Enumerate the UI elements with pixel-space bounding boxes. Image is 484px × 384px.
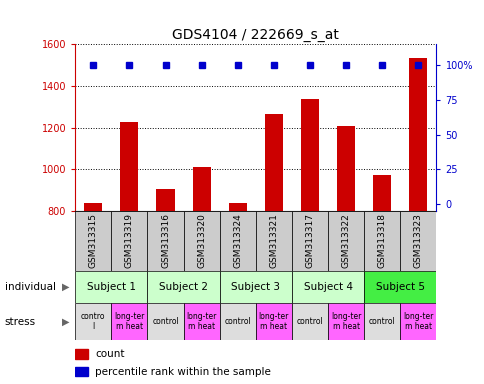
Text: percentile rank within the sample: percentile rank within the sample: [95, 366, 271, 377]
Bar: [75, 367, 88, 376]
Bar: [327, 303, 363, 340]
Bar: [327, 211, 363, 271]
Text: Subject 1: Subject 1: [87, 282, 136, 292]
Bar: [75, 271, 147, 303]
Text: control: control: [296, 317, 323, 326]
Text: Subject 3: Subject 3: [231, 282, 280, 292]
Bar: [256, 211, 291, 271]
Bar: [363, 303, 399, 340]
Bar: [219, 303, 256, 340]
Bar: [111, 211, 147, 271]
Text: GSM313319: GSM313319: [124, 213, 134, 268]
Bar: [408, 58, 426, 211]
Text: Subject 5: Subject 5: [375, 282, 424, 292]
Bar: [264, 114, 282, 211]
Text: GSM313316: GSM313316: [161, 213, 170, 268]
Bar: [147, 271, 219, 303]
Bar: [291, 271, 363, 303]
Text: GSM313322: GSM313322: [341, 213, 350, 268]
Text: long-ter
m heat: long-ter m heat: [186, 312, 216, 331]
Text: ▶: ▶: [61, 282, 69, 292]
Bar: [192, 167, 210, 211]
Bar: [75, 303, 111, 340]
Text: contro
l: contro l: [81, 312, 106, 331]
Bar: [183, 211, 219, 271]
Bar: [84, 203, 102, 211]
Text: control: control: [368, 317, 395, 326]
Bar: [219, 271, 291, 303]
Text: control: control: [152, 317, 179, 326]
Bar: [291, 303, 327, 340]
Text: stress: stress: [5, 316, 36, 327]
Bar: [399, 211, 436, 271]
Bar: [228, 203, 246, 211]
Bar: [373, 175, 391, 211]
Bar: [183, 303, 219, 340]
Text: Subject 4: Subject 4: [303, 282, 352, 292]
Text: Subject 2: Subject 2: [159, 282, 208, 292]
Text: control: control: [224, 317, 251, 326]
Text: long-ter
m heat: long-ter m heat: [402, 312, 433, 331]
Text: GSM313320: GSM313320: [197, 213, 206, 268]
Bar: [256, 303, 291, 340]
Bar: [147, 211, 183, 271]
Bar: [111, 303, 147, 340]
Text: count: count: [95, 349, 124, 359]
Text: GSM313317: GSM313317: [305, 213, 314, 268]
Text: GSM313318: GSM313318: [377, 213, 386, 268]
Text: long-ter
m heat: long-ter m heat: [258, 312, 288, 331]
Title: GDS4104 / 222669_s_at: GDS4104 / 222669_s_at: [172, 28, 339, 42]
Text: individual: individual: [5, 282, 56, 292]
Bar: [120, 122, 138, 211]
Bar: [301, 99, 318, 211]
Bar: [363, 211, 399, 271]
Bar: [219, 211, 256, 271]
Bar: [399, 303, 436, 340]
Text: long-ter
m heat: long-ter m heat: [330, 312, 361, 331]
Bar: [336, 126, 354, 211]
Text: ▶: ▶: [61, 316, 69, 327]
Bar: [156, 189, 174, 211]
Bar: [75, 211, 111, 271]
Bar: [147, 303, 183, 340]
Bar: [363, 271, 436, 303]
Bar: [75, 349, 88, 359]
Text: GSM313315: GSM313315: [89, 213, 98, 268]
Text: long-ter
m heat: long-ter m heat: [114, 312, 144, 331]
Text: GSM313324: GSM313324: [233, 213, 242, 268]
Text: GSM313321: GSM313321: [269, 213, 278, 268]
Text: GSM313323: GSM313323: [413, 213, 422, 268]
Bar: [291, 211, 327, 271]
